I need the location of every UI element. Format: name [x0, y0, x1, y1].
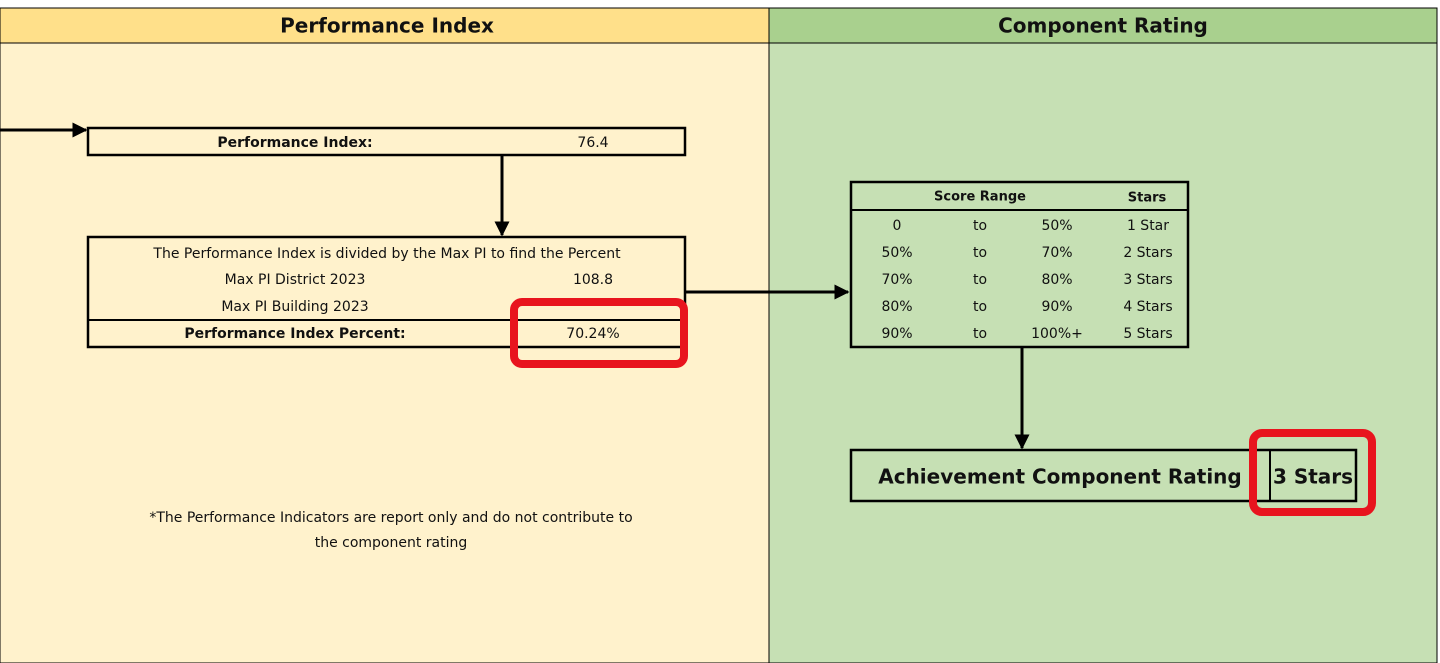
table-cell: 5 Stars	[1123, 326, 1172, 342]
pi-label: Performance Index:	[217, 135, 372, 151]
highlight	[1249, 429, 1376, 516]
table-header: Stars	[1128, 191, 1167, 206]
calc-value: 108.8	[573, 272, 613, 288]
grid-strip	[0, 0, 1440, 8]
table-cell: 1 Star	[1127, 218, 1169, 234]
calc-description: The Performance Index is divided by the …	[152, 246, 621, 262]
table-cell: 2 Stars	[1123, 245, 1172, 261]
table-cell: 100%+	[1031, 326, 1083, 342]
pi-value: 76.4	[577, 135, 608, 151]
panel-title: Component Rating	[998, 14, 1208, 38]
table-cell: 50%	[881, 245, 912, 261]
table-cell: 80%	[1041, 272, 1072, 288]
right-header	[768, 7, 1438, 44]
table-cell: to	[973, 218, 987, 234]
table-cell: 0	[893, 218, 902, 234]
rating-value: 3 Stars	[1273, 465, 1353, 489]
rating-box	[849, 448, 1358, 503]
score-table	[849, 180, 1190, 349]
left-panel	[0, 7, 770, 663]
table-cell: 70%	[881, 272, 912, 288]
table-cell: 90%	[881, 326, 912, 342]
table-cell: 90%	[1041, 299, 1072, 315]
table-cell: to	[973, 272, 987, 288]
left-header	[0, 7, 770, 44]
table-cell: 70%	[1041, 245, 1072, 261]
table-cell: 50%	[1041, 218, 1072, 234]
table-cell: 3 Stars	[1123, 272, 1172, 288]
rating-label: Achievement Component Rating	[878, 465, 1242, 489]
table-header: Score Range	[934, 190, 1026, 205]
calc-label: Max PI District 2023	[225, 272, 366, 288]
result-label: Performance Index Percent:	[184, 326, 405, 342]
table-cell: 4 Stars	[1123, 299, 1172, 315]
pi-box	[86, 126, 687, 157]
table-cell: to	[973, 245, 987, 261]
result-value: 70.24%	[566, 326, 619, 342]
calc-label: Max PI Building 2023	[221, 299, 368, 315]
table-cell: to	[973, 299, 987, 315]
right-panel	[768, 7, 1438, 663]
highlight	[510, 298, 688, 368]
note: the component rating	[315, 535, 468, 551]
table-cell: to	[973, 326, 987, 342]
note: *The Performance Indicators are report o…	[149, 510, 632, 526]
table-cell: 80%	[881, 299, 912, 315]
panel-title: Performance Index	[280, 14, 494, 38]
